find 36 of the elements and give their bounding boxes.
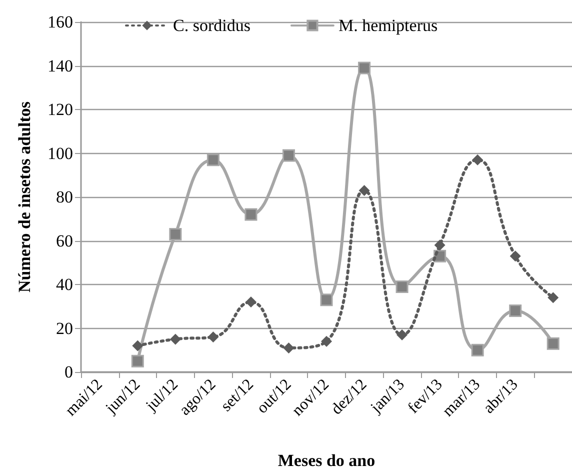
point — [472, 154, 484, 166]
point — [471, 344, 484, 356]
point — [170, 334, 181, 345]
point — [321, 336, 332, 347]
point — [132, 340, 144, 352]
point — [244, 208, 258, 221]
y-tick-label: 20 — [56, 318, 73, 338]
y-tick-label: 0 — [64, 362, 73, 382]
point — [208, 332, 219, 342]
point — [396, 280, 408, 293]
y-tick-label: 120 — [48, 100, 73, 119]
y-tick-label: 80 — [56, 188, 73, 206]
y-tick-label: 40 — [56, 275, 73, 294]
point — [358, 62, 371, 74]
point — [283, 342, 294, 354]
y-tick-label: 100 — [48, 144, 73, 163]
legend-label: C. sordidus — [173, 16, 250, 35]
point — [282, 149, 295, 162]
y-tick-label: 140 — [48, 56, 73, 76]
point — [396, 329, 408, 340]
point — [434, 240, 446, 251]
y-axis-title: Número de insetos adultos — [15, 101, 34, 292]
point — [320, 294, 333, 306]
legend-label: M. hemipterus — [338, 16, 438, 35]
point — [546, 337, 560, 350]
y-tick-label: 60 — [56, 231, 73, 250]
point — [169, 228, 182, 240]
point — [245, 296, 256, 308]
point — [131, 354, 144, 368]
y-tick-label: 160 — [48, 12, 73, 32]
point — [510, 250, 521, 262]
point — [358, 184, 370, 196]
x-axis-title: Meses do ano — [278, 451, 376, 470]
point — [509, 304, 522, 317]
point — [206, 154, 220, 166]
point — [548, 292, 559, 304]
